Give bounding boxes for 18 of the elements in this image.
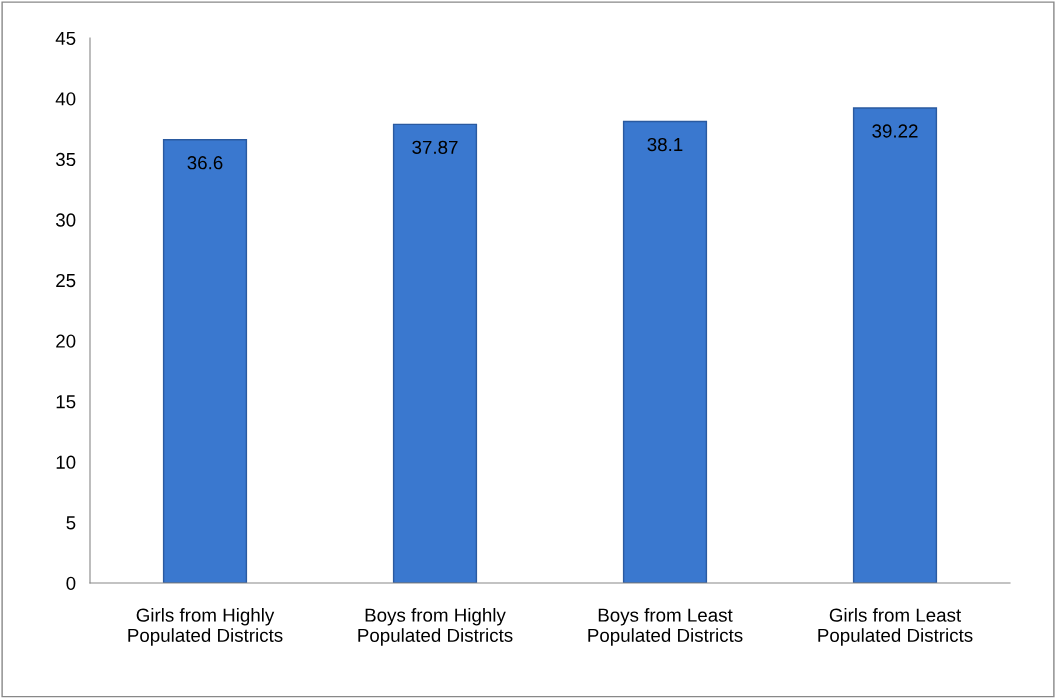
data-label: 39.22	[872, 124, 918, 138]
y-tick-label: 20	[56, 334, 76, 348]
y-tick-label: 30	[55, 213, 76, 227]
data-label: 37.87	[412, 140, 458, 154]
data-label: 38.1	[647, 137, 683, 152]
x-tick-label: Boys from Highly Populated Districts	[358, 608, 513, 646]
data-label: 36.6	[187, 156, 223, 170]
y-tick-label: 25	[56, 273, 76, 288]
y-tick-label: 10	[56, 455, 76, 469]
x-tick-label: Boys from Least Populated Districts	[588, 608, 743, 646]
y-tick-label: 40	[55, 92, 76, 106]
y-tick-label: 45	[55, 31, 76, 45]
y-tick-label: 0	[66, 576, 76, 590]
x-tick-label: Girls from Highly Populated Districts	[128, 608, 283, 646]
y-tick-label: 5	[66, 516, 76, 530]
x-tick-label: Girls from Least Populated Districts	[818, 608, 973, 646]
y-tick-label: 15	[56, 395, 76, 409]
y-tick-label: 35	[55, 152, 76, 167]
